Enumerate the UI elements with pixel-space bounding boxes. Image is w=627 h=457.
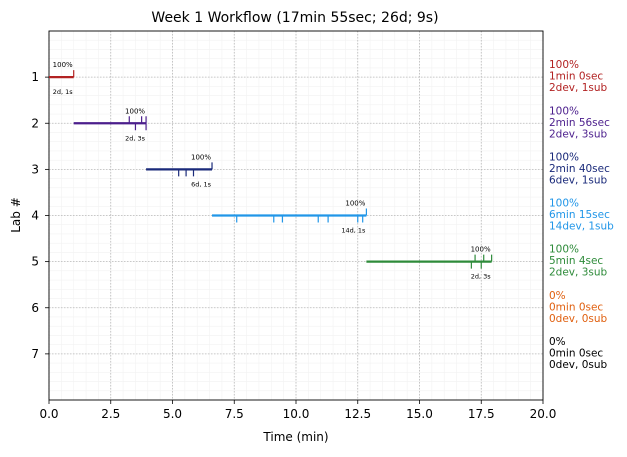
lab-3-percent-label: 100%: [191, 153, 211, 161]
y-tick-label: 4: [31, 209, 39, 223]
plot-frame: [48, 30, 544, 401]
lab-7-summary-line: 0%: [549, 336, 566, 348]
y-tick-label: 1: [31, 70, 39, 84]
lab-3-summary-line: 6dev, 1sub: [549, 174, 608, 186]
lab-3-count-label: 6d, 1s: [191, 180, 212, 188]
lab-4-count-label: 14d, 1s: [341, 227, 366, 235]
lab-4-percent-label: 100%: [345, 200, 365, 208]
x-tick-label: 7.5: [225, 407, 244, 421]
lab-1-percent-label: 100%: [53, 61, 73, 69]
lab-2-count-label: 2d, 3s: [125, 134, 146, 142]
x-tick-label: 2.5: [101, 407, 120, 421]
y-tick-label: 2: [31, 116, 39, 130]
lab-4-summary-line: 14dev, 1sub: [549, 221, 614, 233]
lab-6-summary-line: 0min 0sec: [549, 301, 603, 313]
lab-5-count-label: 2d, 3s: [471, 273, 492, 281]
lab-6-summary-line: 0dev, 0sub: [549, 313, 608, 325]
lab-2-summary-line: 100%: [549, 105, 579, 117]
x-tick-label: 10.0: [283, 407, 310, 421]
x-tick-label: 15.0: [406, 407, 433, 421]
lab-4-summary-line: 6min 15sec: [549, 209, 610, 221]
lab-2-summary-line: 2min 56sec: [549, 117, 610, 129]
lab-5-summary-line: 100%: [549, 244, 579, 256]
lab-7-summary-line: 0min 0sec: [549, 347, 603, 359]
x-tick-label: 5.0: [163, 407, 182, 421]
y-tick-label: 3: [31, 162, 39, 176]
lab-1-summary-line: 2dev, 1sub: [549, 82, 608, 94]
lab-1-summary-line: 100%: [549, 59, 579, 71]
lab-3-summary-line: 2min 40sec: [549, 163, 610, 175]
x-tick-label: 12.5: [344, 407, 371, 421]
lab-7-summary-line: 0dev, 0sub: [549, 359, 608, 371]
x-tick-label: 20.0: [530, 407, 557, 421]
lab-5-percent-label: 100%: [471, 246, 491, 254]
x-tick-label: 0.0: [39, 407, 58, 421]
x-tick-label: 17.5: [468, 407, 495, 421]
lab-1-count-label: 2d, 1s: [53, 88, 74, 96]
plot-area: 0.0 2.5 5.0 7.5 10.0 12.5 15.0 17.5 20.0 1 2 3 4 5 6 7 1…: [31, 30, 557, 421]
x-axis-label: Time (min): [262, 430, 328, 444]
y-tick-label: 5: [31, 255, 39, 269]
lab-6-summary-line: 0%: [549, 290, 566, 302]
y-tick-label: 6: [31, 301, 39, 315]
y-tick-label: 7: [31, 347, 39, 361]
lab-4-summary-line: 100%: [549, 198, 579, 210]
lab-5-summary-line: 5min 4sec: [549, 255, 603, 267]
y-axis-label: Lab #: [9, 197, 23, 233]
lab-1-summary-line: 1min 0sec: [549, 71, 603, 83]
lab-5-summary-line: 2dev, 3sub: [549, 267, 608, 279]
lab-2-percent-label: 100%: [125, 107, 145, 115]
lab-2-summary-line: 2dev, 3sub: [549, 128, 608, 140]
lab-3-summary-line: 100%: [549, 151, 579, 163]
chart-title: Week 1 Workflow (17min 55sec; 26d; 9s): [151, 10, 438, 26]
